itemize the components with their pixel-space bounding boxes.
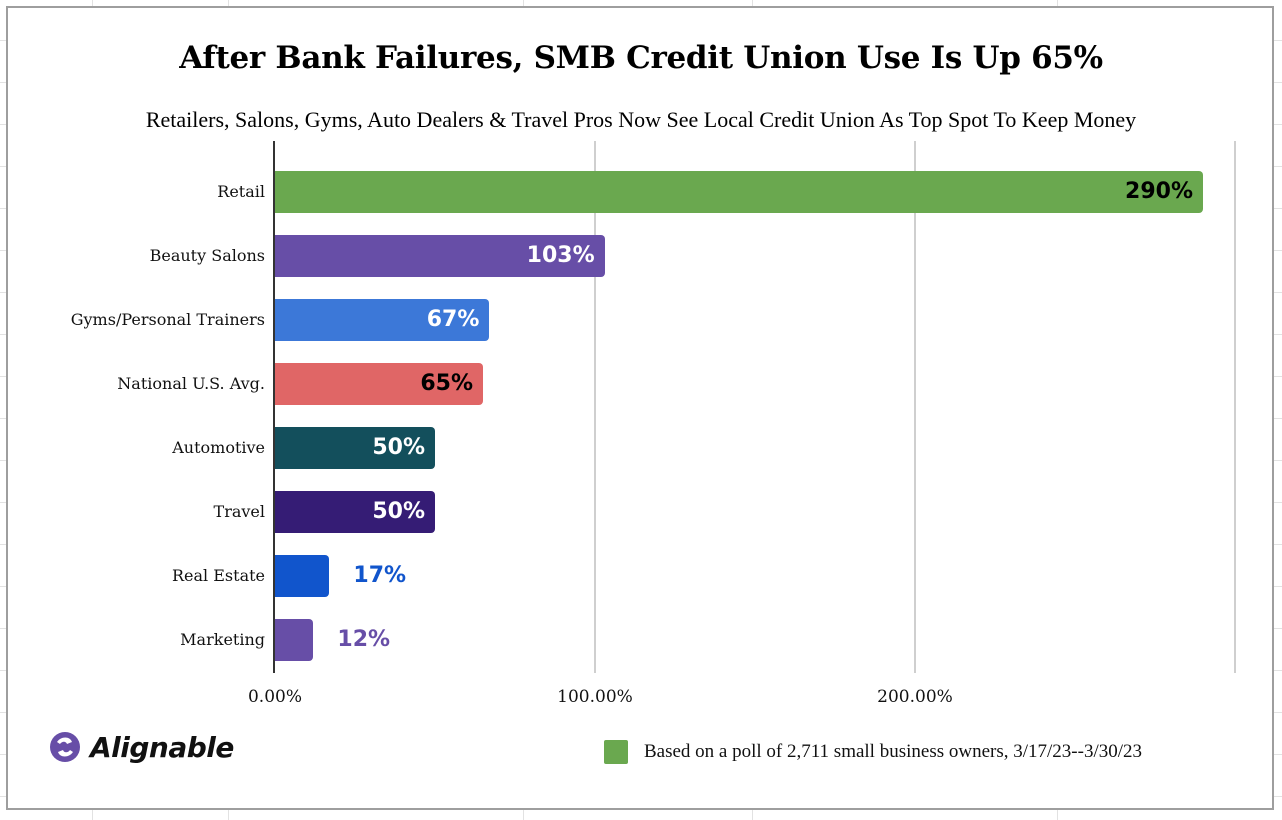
chart-frame[interactable] <box>6 6 1274 810</box>
bar[interactable] <box>275 299 490 341</box>
legend-swatch <box>604 740 628 764</box>
gridline-100 <box>594 141 596 673</box>
x-tick-0: 0.00% <box>247 687 302 707</box>
gridline-200 <box>914 141 916 673</box>
category-label: Beauty Salons <box>149 246 265 265</box>
category-label: National U.S. Avg. <box>117 374 265 393</box>
bar[interactable] <box>275 171 1203 213</box>
bar[interactable] <box>275 427 435 469</box>
gridline-300 <box>1234 141 1236 673</box>
value-label: 50% <box>372 435 425 460</box>
bar[interactable] <box>275 555 330 597</box>
value-label: 67% <box>426 307 480 332</box>
chart-subtitle: Retailers, Salons, Gyms, Auto Dealers & … <box>145 107 1137 132</box>
value-label: 290% <box>1125 179 1193 204</box>
legend: Based on a poll of 2,711 small business … <box>604 740 1142 764</box>
y-axis-line <box>273 141 275 673</box>
value-label: 50% <box>372 499 425 524</box>
alignable-logo-icon <box>50 732 80 762</box>
chart-title: After Bank Failures, SMB Credit Union Us… <box>179 40 1103 76</box>
category-label: Automotive <box>172 438 265 457</box>
x-tick-200: 200.00% <box>877 687 953 707</box>
bar[interactable] <box>275 235 605 277</box>
bar[interactable] <box>275 619 314 661</box>
category-label: Gyms/Personal Trainers <box>70 310 265 329</box>
category-label: Retail <box>217 182 265 201</box>
value-label: 103% <box>526 243 595 268</box>
category-label: Marketing <box>180 630 265 649</box>
x-tick-100: 100.00% <box>557 687 633 707</box>
category-label: Travel <box>213 502 265 521</box>
alignable-logo: Alignable <box>48 727 234 767</box>
value-label: 17% <box>353 563 407 588</box>
bar[interactable] <box>275 491 435 533</box>
value-label: 65% <box>420 371 473 396</box>
bar[interactable] <box>275 363 483 405</box>
category-label: Real Estate <box>171 566 265 585</box>
logo-text: Alignable <box>90 730 234 764</box>
value-label: 12% <box>337 627 391 652</box>
legend-label: Based on a poll of 2,711 small business … <box>644 741 1142 762</box>
